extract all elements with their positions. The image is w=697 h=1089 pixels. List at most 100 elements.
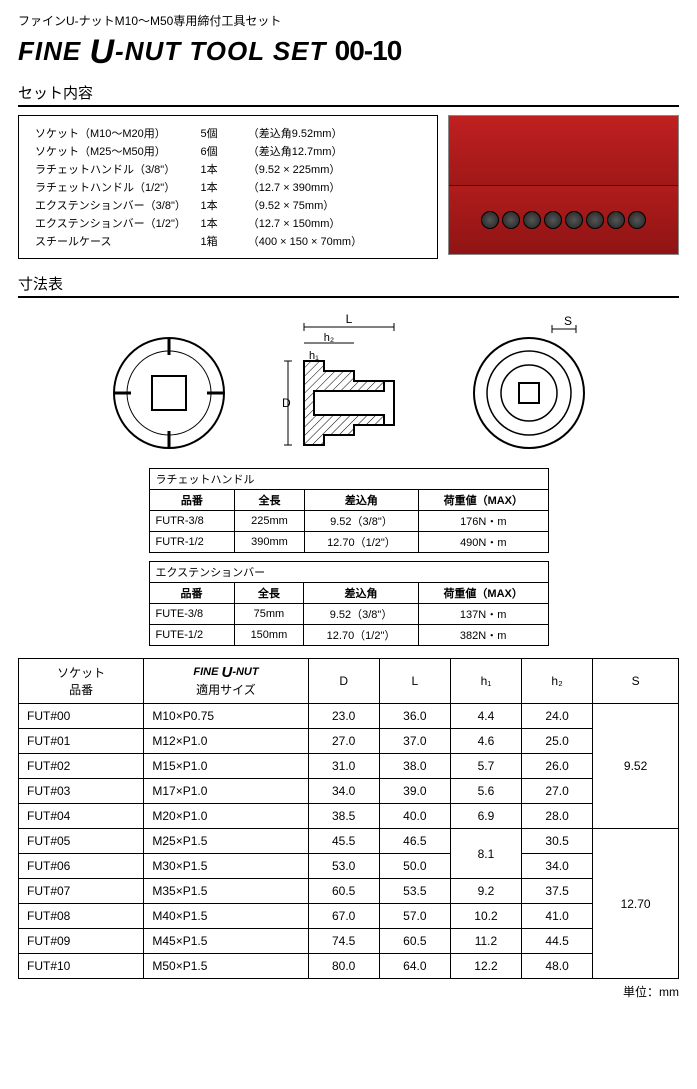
table-cell: 57.0 bbox=[379, 904, 450, 929]
table-cell: 490N・m bbox=[419, 532, 548, 553]
table-cell: 67.0 bbox=[308, 904, 379, 929]
table-cell: 9.52（3/8"） bbox=[304, 511, 418, 532]
list-item: 1本 bbox=[196, 178, 243, 196]
table-cell: 31.0 bbox=[308, 754, 379, 779]
table-cell: 150mm bbox=[234, 625, 304, 646]
table-cell: M12×P1.0 bbox=[144, 729, 308, 754]
table-cell: M15×P1.0 bbox=[144, 754, 308, 779]
table-cell: 24.0 bbox=[522, 704, 593, 729]
table-cell: 60.5 bbox=[379, 929, 450, 954]
table-cell: FUT#05 bbox=[19, 829, 144, 854]
contents-table: ソケット（M10〜M20用）5個（差込角9.52mm）ソケット（M25〜M50用… bbox=[31, 124, 425, 250]
svg-text:L: L bbox=[345, 313, 352, 326]
table-cell: 225mm bbox=[235, 511, 305, 532]
table-cell: 27.0 bbox=[308, 729, 379, 754]
list-item: 1本 bbox=[196, 196, 243, 214]
table-cell: 8.1 bbox=[450, 829, 521, 879]
table-cell: M40×P1.5 bbox=[144, 904, 308, 929]
table-cell: 74.5 bbox=[308, 929, 379, 954]
col-header: h₂ bbox=[522, 659, 593, 704]
product-photo bbox=[448, 115, 679, 255]
table-cell: M35×P1.5 bbox=[144, 879, 308, 904]
table-cell: 382N・m bbox=[418, 625, 548, 646]
table-cell: 176N・m bbox=[419, 511, 548, 532]
svg-text:S: S bbox=[564, 314, 572, 328]
title-code: 00-10 bbox=[335, 35, 402, 66]
list-item: （12.7 × 390mm） bbox=[244, 178, 425, 196]
col-header: 全長 bbox=[235, 490, 305, 511]
list-item: エクステンションバー（1/2"） bbox=[31, 214, 196, 232]
list-item: （差込角9.52mm） bbox=[244, 124, 425, 142]
diagram-row: L h₂ h₁ D S bbox=[18, 313, 679, 453]
table-cell: 38.5 bbox=[308, 804, 379, 829]
ratchet-title: ラチェットハンドル bbox=[149, 469, 548, 490]
col-header: ソケット品番 bbox=[19, 659, 144, 704]
table-cell: FUT#08 bbox=[19, 904, 144, 929]
title-prefix: FINE bbox=[18, 36, 81, 66]
table-cell: 6.9 bbox=[450, 804, 521, 829]
table-cell: 4.4 bbox=[450, 704, 521, 729]
table-cell: 12.70（1/2"） bbox=[304, 532, 418, 553]
table-cell: FUT#02 bbox=[19, 754, 144, 779]
table-cell: FUT#04 bbox=[19, 804, 144, 829]
table-cell: 40.0 bbox=[379, 804, 450, 829]
col-header: D bbox=[308, 659, 379, 704]
list-item: ソケット（M25〜M50用） bbox=[31, 142, 196, 160]
contents-heading: セット内容 bbox=[18, 82, 679, 107]
col-header: 差込角 bbox=[304, 490, 418, 511]
table-cell: 30.5 bbox=[522, 829, 593, 854]
table-cell: 48.0 bbox=[522, 954, 593, 979]
col-header: 品番 bbox=[149, 583, 234, 604]
table-cell: FUT#10 bbox=[19, 954, 144, 979]
list-item: （400 × 150 × 70mm） bbox=[244, 232, 425, 250]
table-cell: 4.6 bbox=[450, 729, 521, 754]
list-item: 1本 bbox=[196, 214, 243, 232]
table-cell: FUT#09 bbox=[19, 929, 144, 954]
list-item: ラチェットハンドル（1/2"） bbox=[31, 178, 196, 196]
list-item: （9.52 × 75mm） bbox=[244, 196, 425, 214]
table-cell: 34.0 bbox=[522, 854, 593, 879]
table-cell: M50×P1.5 bbox=[144, 954, 308, 979]
table-cell: 37.5 bbox=[522, 879, 593, 904]
table-cell: 46.5 bbox=[379, 829, 450, 854]
table-cell: 5.7 bbox=[450, 754, 521, 779]
table-cell: 36.0 bbox=[379, 704, 450, 729]
title-suffix: -NUT TOOL SET bbox=[115, 36, 326, 66]
title-u: U bbox=[89, 33, 115, 71]
table-cell: 64.0 bbox=[379, 954, 450, 979]
col-header: 差込角 bbox=[304, 583, 419, 604]
dimtable-heading: 寸法表 bbox=[18, 273, 679, 298]
table-cell: 39.0 bbox=[379, 779, 450, 804]
table-cell: 34.0 bbox=[308, 779, 379, 804]
table-cell: 25.0 bbox=[522, 729, 593, 754]
table-cell: 12.2 bbox=[450, 954, 521, 979]
col-header: 品番 bbox=[149, 490, 235, 511]
contents-box: ソケット（M10〜M20用）5個（差込角9.52mm）ソケット（M25〜M50用… bbox=[18, 115, 438, 259]
table-cell: 53.5 bbox=[379, 879, 450, 904]
table-cell: 28.0 bbox=[522, 804, 593, 829]
table-cell: FUTE-3/8 bbox=[149, 604, 234, 625]
table-cell: 75mm bbox=[234, 604, 304, 625]
front-diagram bbox=[104, 313, 234, 453]
list-item: （12.7 × 150mm） bbox=[244, 214, 425, 232]
ratchet-table: ラチェットハンドル 品番全長差込角荷重値（MAX） FUTR-3/8225mm9… bbox=[149, 468, 549, 553]
table-cell: 23.0 bbox=[308, 704, 379, 729]
table-cell: 38.0 bbox=[379, 754, 450, 779]
list-item: （差込角12.7mm） bbox=[244, 142, 425, 160]
table-cell: 37.0 bbox=[379, 729, 450, 754]
table-cell: 41.0 bbox=[522, 904, 593, 929]
list-item: （9.52 × 225mm） bbox=[244, 160, 425, 178]
table-cell: M20×P1.0 bbox=[144, 804, 308, 829]
extension-table: エクステンションバー 品番全長差込角荷重値（MAX） FUTE-3/875mm9… bbox=[149, 561, 549, 646]
unit-label: 単位：mm bbox=[18, 983, 679, 1000]
main-title: FINE U-NUT TOOL SET 00-10 bbox=[18, 33, 679, 72]
table-cell: 27.0 bbox=[522, 779, 593, 804]
socket-table: ソケット品番FINE U-NUT適用サイズDLh₁h₂S FUT#00M10×P… bbox=[18, 658, 679, 979]
table-cell: M17×P1.0 bbox=[144, 779, 308, 804]
col-header: L bbox=[379, 659, 450, 704]
extension-title: エクステンションバー bbox=[149, 562, 548, 583]
table-cell: FUTE-1/2 bbox=[149, 625, 234, 646]
table-cell: 26.0 bbox=[522, 754, 593, 779]
list-item: スチールケース bbox=[31, 232, 196, 250]
table-cell: M25×P1.5 bbox=[144, 829, 308, 854]
